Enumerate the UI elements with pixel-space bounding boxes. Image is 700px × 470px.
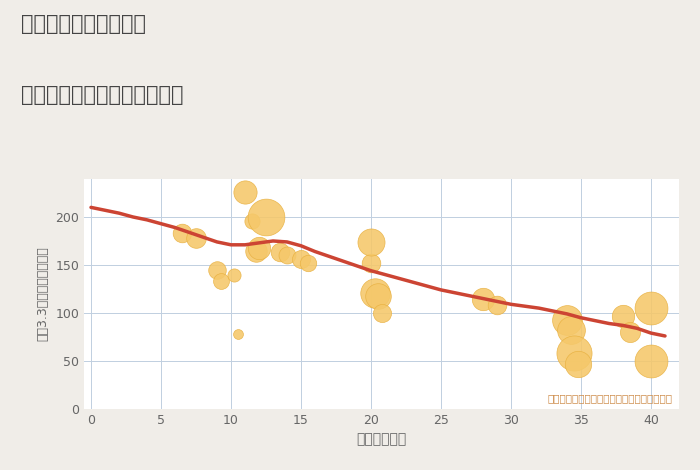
Point <box>477 295 489 302</box>
Text: 築年数別中古マンション価格: 築年数別中古マンション価格 <box>21 85 183 105</box>
Point <box>281 251 293 259</box>
Text: 兵庫県西宮市甲東園の: 兵庫県西宮市甲東園の <box>21 14 146 34</box>
Point <box>251 247 262 254</box>
Point <box>568 350 580 357</box>
Point <box>491 302 503 309</box>
Point <box>211 266 223 274</box>
Point <box>645 357 657 365</box>
Y-axis label: 坪（3.3㎡）単価（万円）: 坪（3.3㎡）単価（万円） <box>36 246 50 341</box>
Point <box>260 213 272 221</box>
Point <box>216 277 227 285</box>
Text: 円の大きさは、取引のあった物件面積を示す: 円の大きさは、取引のあった物件面積を示す <box>547 393 672 403</box>
Point <box>370 289 381 297</box>
Point <box>190 235 202 242</box>
Point <box>239 188 251 196</box>
Point <box>617 312 629 320</box>
Point <box>246 217 258 225</box>
Point <box>228 271 239 278</box>
Point <box>573 360 584 368</box>
Point <box>365 238 377 246</box>
Point <box>645 305 657 312</box>
Point <box>176 229 188 237</box>
Point <box>372 292 384 299</box>
Point <box>377 309 388 317</box>
Point <box>274 248 286 255</box>
X-axis label: 築年数（年）: 築年数（年） <box>356 432 407 446</box>
Point <box>624 329 636 336</box>
Point <box>253 244 265 251</box>
Point <box>365 259 377 267</box>
Point <box>295 256 307 263</box>
Point <box>561 316 573 323</box>
Point <box>302 259 314 267</box>
Point <box>566 327 577 334</box>
Point <box>232 330 244 338</box>
